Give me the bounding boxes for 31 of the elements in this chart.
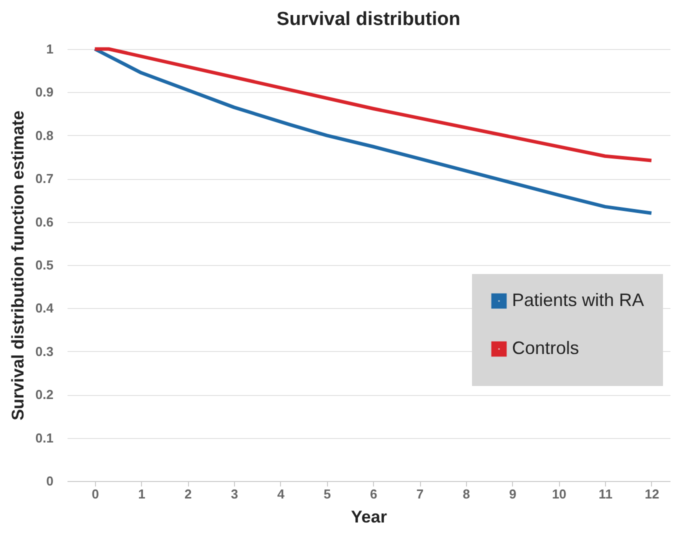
chart-title: Survival distribution bbox=[276, 9, 460, 30]
x-tick-label: 11 bbox=[598, 486, 612, 502]
x-tick-label: 9 bbox=[509, 486, 516, 502]
y-tick-label: 0.9 bbox=[35, 84, 54, 100]
y-axis-title: Survival distribution function estimate bbox=[8, 110, 28, 420]
line-series bbox=[93, 47, 654, 162]
y-tick-label: 0.3 bbox=[35, 344, 54, 359]
x-axis-title: Year bbox=[351, 508, 388, 526]
legend-label: Controls bbox=[512, 338, 580, 358]
legend-label: Patients with RA bbox=[512, 290, 644, 310]
x-tick-label: 6 bbox=[370, 486, 378, 502]
x-tick-label: 4 bbox=[277, 486, 286, 502]
x-tick-label: 2 bbox=[184, 486, 192, 502]
y-tick-label: 0.2 bbox=[35, 387, 54, 402]
y-tick-label: 0.6 bbox=[35, 214, 54, 230]
y-tick-label: 0.1 bbox=[35, 430, 54, 446]
x-tick-label: 0 bbox=[92, 486, 99, 502]
y-tick-label: 0.8 bbox=[35, 128, 54, 143]
y-tick-label: 0.4 bbox=[35, 300, 54, 316]
x-tick-label: 1 bbox=[138, 486, 146, 502]
x-tick-label: 5 bbox=[324, 486, 331, 502]
x-tick-label: 10 bbox=[552, 486, 566, 502]
x-tick-label: 7 bbox=[416, 486, 424, 502]
y-tick-label: 0.7 bbox=[35, 171, 54, 186]
y-tick-label: 1 bbox=[46, 42, 54, 56]
y-tick-label: 0 bbox=[46, 474, 54, 488]
x-tick-label: 8 bbox=[462, 486, 470, 502]
x-tick-label: 12 bbox=[644, 486, 660, 502]
line-series bbox=[93, 47, 654, 215]
x-tick-label: 3 bbox=[230, 486, 238, 502]
y-tick-label: 0.5 bbox=[35, 258, 54, 272]
